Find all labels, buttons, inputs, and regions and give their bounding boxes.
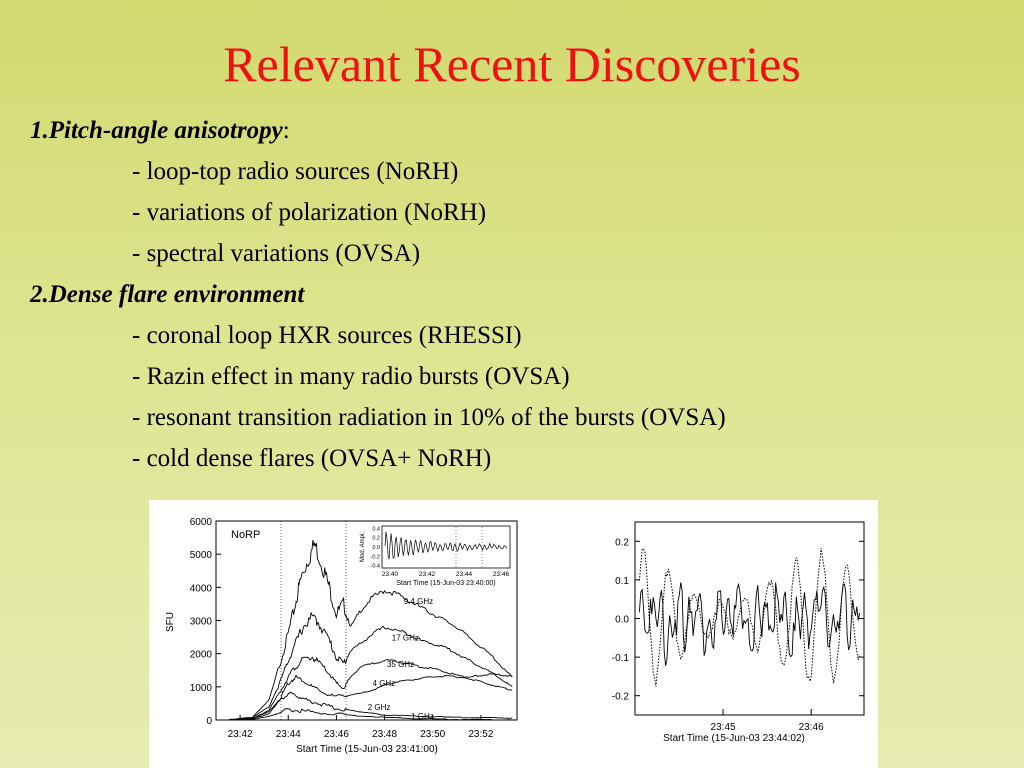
bullet-item: - resonant transition radiation in 10% o… xyxy=(132,404,726,431)
inset-plot: 0.4 0.2 0.0 -0.2 -0.4 23:40 23:42 23:44 23:46 M… xyxy=(360,525,511,587)
series-line xyxy=(228,611,513,721)
series-line-dotted xyxy=(638,548,861,687)
section-pitch-angle: 1.Pitch-angle anisotropy: - loop-top rad… xyxy=(30,110,726,274)
inset-x-axis-label: Start Time (15-Jun-03 23:40:00) xyxy=(396,580,495,587)
bullet-item: - spectral variations (OVSA) xyxy=(132,240,421,267)
series-label: 9.4 GHz xyxy=(404,597,433,606)
series-label: 1 GHz xyxy=(411,712,434,721)
y-tick-label: 2000 xyxy=(190,650,213,661)
panel-label: NoRP xyxy=(231,529,260,541)
inset-x-tick-label: 23:44 xyxy=(456,571,473,578)
y-tick-label: 0.2 xyxy=(615,537,629,548)
series-line xyxy=(227,673,513,721)
inset-modulation-line xyxy=(384,531,508,560)
series-line xyxy=(227,707,513,721)
x-axis-label: Start Time (15-Jun-03 23:44:02) xyxy=(663,733,805,744)
y-tick-label: 0.0 xyxy=(615,615,629,626)
slide-outline: 1.Pitch-angle anisotropy: - loop-top rad… xyxy=(30,110,726,479)
series-labels: 9.4 GHz 17 GHz 35 GHz 4 GHz 2 GHz 1 GHz xyxy=(368,597,434,721)
x-tick-label: 23:44 xyxy=(276,729,301,740)
bullet-item: - Razin effect in many radio bursts (OVS… xyxy=(132,363,570,390)
series-label: 17 GHz xyxy=(392,633,419,642)
y-tick-label: 3000 xyxy=(190,617,213,628)
y-tick-label: 0 xyxy=(206,716,212,727)
bullet-item: - coronal loop HXR sources (RHESSI) xyxy=(132,322,522,349)
x-tick-label: 23:42 xyxy=(228,729,253,740)
x-tick-label: 23:48 xyxy=(372,729,397,740)
x-tick-label: 23:45 xyxy=(711,722,736,733)
y-tick-label: 5000 xyxy=(190,550,213,561)
section-dense-flare: 2.Dense flare environment - coronal loop… xyxy=(30,274,726,479)
modulation-chart: 0.2 0.1 0.0 -0.1 -0.2 23:45 23:46 Start Time … xyxy=(612,521,865,744)
y-tick-labels: 0.2 0.1 0.0 -0.1 -0.2 xyxy=(612,537,864,703)
series-label: 2 GHz xyxy=(368,703,391,712)
inset-y-tick-label: -0.4 xyxy=(371,564,380,570)
y-tick-label: -0.2 xyxy=(612,692,630,703)
y-tick-label: 6000 xyxy=(190,517,213,528)
x-axis-label: Start Time (15-Jun-03 23:41:00) xyxy=(296,744,438,755)
y-tick-label: 1000 xyxy=(190,683,213,694)
series-line-solid xyxy=(638,582,861,666)
series-line xyxy=(227,539,513,721)
y-tick-label: -0.1 xyxy=(612,653,630,664)
figure-panel: 0 1000 2000 3000 4000 5000 6000 23:42 23:44 23:4… xyxy=(149,500,878,768)
inset-y-axis-label: Mod. Ampl. xyxy=(360,532,366,562)
x-tick-labels: 23:42 23:44 23:46 23:48 23:50 23:52 xyxy=(228,715,494,740)
inset-y-tick-label: 0.4 xyxy=(372,526,380,532)
section-heading: 1.Pitch-angle anisotropy: xyxy=(30,117,290,144)
x-tick-label: 23:46 xyxy=(799,722,824,733)
x-tick-label: 23:50 xyxy=(420,729,445,740)
y-tick-label: 4000 xyxy=(190,583,213,594)
section-heading: 2.Dense flare environment xyxy=(30,281,305,308)
inset-y-tick-label: 0.0 xyxy=(372,545,380,551)
inset-x-tick-label: 23:46 xyxy=(493,571,510,578)
series-label: 35 GHz xyxy=(387,660,414,669)
series-label: 4 GHz xyxy=(373,679,396,688)
y-tick-label: 0.1 xyxy=(615,576,629,587)
series-line xyxy=(228,691,513,721)
inset-x-tick-label: 23:40 xyxy=(382,571,399,578)
y-tick-labels: 0 1000 2000 3000 4000 5000 6000 xyxy=(190,517,221,727)
series-line xyxy=(228,656,513,721)
x-tick-label: 23:52 xyxy=(468,729,493,740)
x-tick-label: 23:46 xyxy=(324,729,349,740)
inset-x-tick-labels: 23:40 23:42 23:44 23:46 xyxy=(382,571,510,578)
gridlines xyxy=(280,521,347,720)
inset-x-tick-label: 23:42 xyxy=(419,571,436,578)
series-lines xyxy=(227,539,513,721)
bullet-item: - variations of polarization (NoRH) xyxy=(132,199,487,226)
x-tick-labels: 23:45 23:46 xyxy=(711,709,824,733)
inset-y-tick-label: -0.2 xyxy=(371,554,380,560)
bullet-item: - cold dense flares (OVSA+ NoRH) xyxy=(132,445,492,472)
slide-title: Relevant Recent Discoveries xyxy=(223,36,801,92)
y-axis-label: SFU xyxy=(165,612,176,632)
inset-y-tick-label: 0.2 xyxy=(372,536,380,542)
bullet-item: - loop-top radio sources (NoRH) xyxy=(132,158,459,185)
inset-y-tick-labels: 0.4 0.2 0.0 -0.2 -0.4 xyxy=(371,526,380,569)
